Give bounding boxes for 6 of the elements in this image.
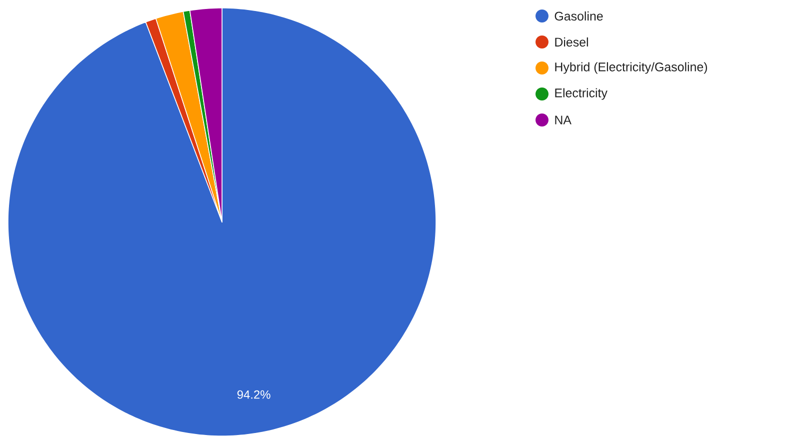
legend-label: Gasoline [554, 11, 603, 21]
legend-label: NA [555, 116, 572, 124]
legend-label: Hybrid (Electricity/Gasoline) [555, 62, 708, 74]
legend-label: Electricity [555, 88, 608, 100]
data-label: 94.2% [237, 390, 270, 399]
legend-label: Diesel [555, 37, 588, 47]
